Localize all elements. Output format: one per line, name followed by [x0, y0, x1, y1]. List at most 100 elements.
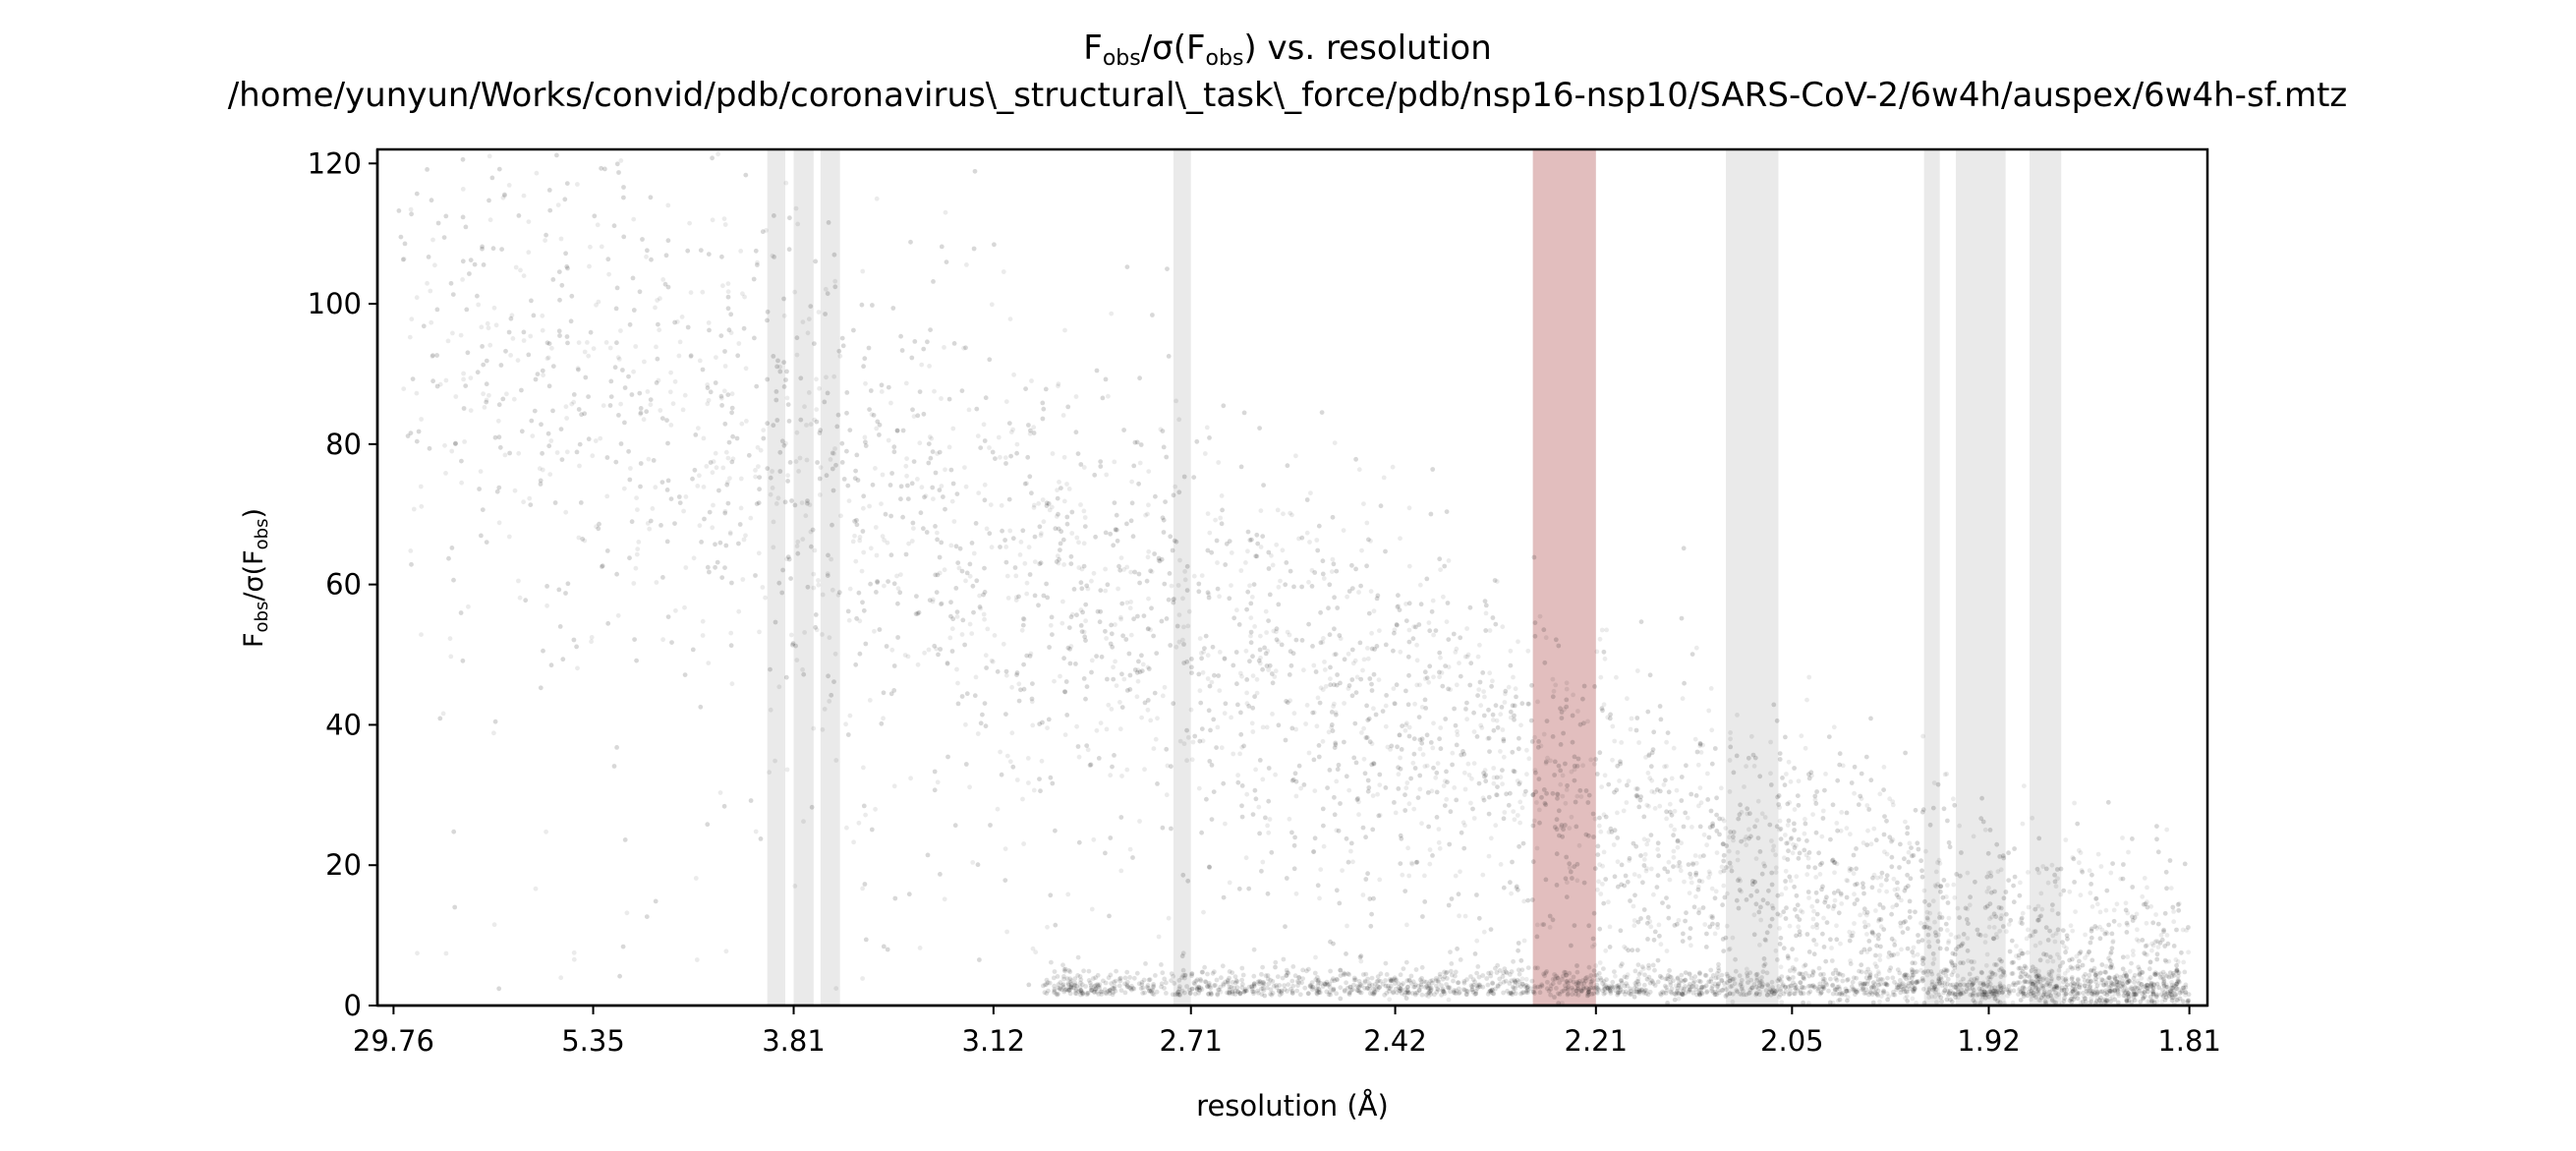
data-point — [1207, 759, 1213, 764]
data-point — [1041, 519, 1047, 525]
data-point — [685, 248, 691, 254]
data-point — [2107, 984, 2113, 989]
data-point — [645, 389, 651, 394]
data-point — [1308, 490, 1313, 495]
data-point — [1965, 948, 1971, 953]
data-point — [820, 632, 825, 637]
data-point — [2098, 864, 2104, 869]
data-point — [1176, 639, 1182, 645]
data-point — [708, 460, 714, 465]
data-point — [682, 604, 687, 610]
data-point — [1671, 864, 1676, 869]
data-point — [1730, 999, 1736, 1005]
data-point — [1580, 763, 1585, 769]
data-point — [962, 465, 967, 470]
data-point — [970, 583, 976, 589]
data-point — [1007, 759, 1013, 765]
data-point — [2162, 972, 2168, 977]
data-point — [1715, 925, 1721, 931]
data-point — [2041, 975, 2047, 981]
data-point — [1270, 562, 1276, 568]
data-point — [2099, 989, 2105, 995]
data-point — [648, 518, 654, 524]
data-point — [1812, 797, 1818, 803]
data-point — [945, 660, 950, 665]
data-point — [1965, 936, 1971, 941]
data-point — [1245, 548, 1250, 554]
data-point — [1919, 868, 1924, 874]
data-point — [847, 428, 853, 432]
data-point — [939, 484, 945, 489]
data-point — [1004, 929, 1009, 935]
data-point — [534, 170, 540, 176]
data-point — [1098, 464, 1104, 469]
data-point — [556, 587, 562, 593]
data-point — [1270, 712, 1275, 717]
data-point — [530, 433, 536, 438]
data-point — [918, 510, 924, 516]
data-point — [711, 459, 716, 464]
ice-ring-band — [820, 149, 840, 1006]
data-point — [1860, 840, 1866, 845]
data-point — [1137, 819, 1142, 824]
data-point — [1813, 801, 1819, 806]
data-point — [1538, 743, 1544, 749]
data-point — [1862, 924, 1868, 930]
data-point — [894, 428, 900, 433]
data-point — [1587, 976, 1593, 982]
data-point — [2091, 992, 2097, 998]
data-point — [831, 451, 836, 456]
data-point — [2080, 869, 2086, 875]
data-point — [521, 273, 527, 278]
data-point — [1987, 977, 1993, 983]
data-point — [679, 315, 685, 319]
data-point — [794, 352, 800, 358]
data-point — [1412, 766, 1418, 771]
data-point — [1131, 463, 1137, 469]
data-point — [2026, 927, 2031, 933]
data-point — [727, 531, 733, 537]
data-point — [1672, 923, 1678, 928]
data-point — [925, 339, 930, 345]
data-point — [1139, 715, 1144, 720]
data-point — [1553, 682, 1559, 688]
data-point — [486, 325, 491, 331]
data-point — [1602, 773, 1608, 778]
data-point — [716, 488, 721, 493]
data-point — [1269, 849, 1275, 855]
data-point — [1107, 913, 1112, 919]
data-point — [408, 206, 414, 212]
data-point — [1541, 731, 1547, 737]
data-point — [1396, 593, 1401, 599]
data-point — [1455, 732, 1460, 738]
data-point — [2186, 998, 2192, 1004]
data-point — [1491, 780, 1497, 786]
data-point — [658, 296, 662, 302]
data-point — [529, 298, 534, 304]
data-point — [1298, 785, 1303, 791]
data-point — [1746, 827, 1751, 833]
data-point — [1669, 776, 1675, 781]
data-point — [1537, 613, 1543, 619]
data-point — [1159, 556, 1165, 562]
data-point — [1935, 781, 1941, 787]
data-point — [411, 506, 417, 512]
data-point — [2078, 1000, 2084, 1006]
data-point — [926, 460, 932, 466]
data-point — [582, 538, 588, 544]
data-point — [1289, 777, 1295, 783]
data-point — [1021, 841, 1026, 846]
data-point — [1942, 988, 1948, 994]
data-point — [1258, 655, 1263, 661]
data-point — [708, 389, 714, 395]
data-point — [1683, 918, 1688, 924]
data-point — [1260, 777, 1266, 782]
data-point — [1181, 474, 1187, 480]
data-point — [983, 723, 989, 729]
data-point — [2064, 946, 2070, 951]
data-point — [1356, 467, 1362, 473]
data-point — [1312, 788, 1318, 793]
data-point — [1707, 871, 1713, 877]
data-point — [1361, 501, 1366, 506]
data-point — [857, 618, 863, 624]
